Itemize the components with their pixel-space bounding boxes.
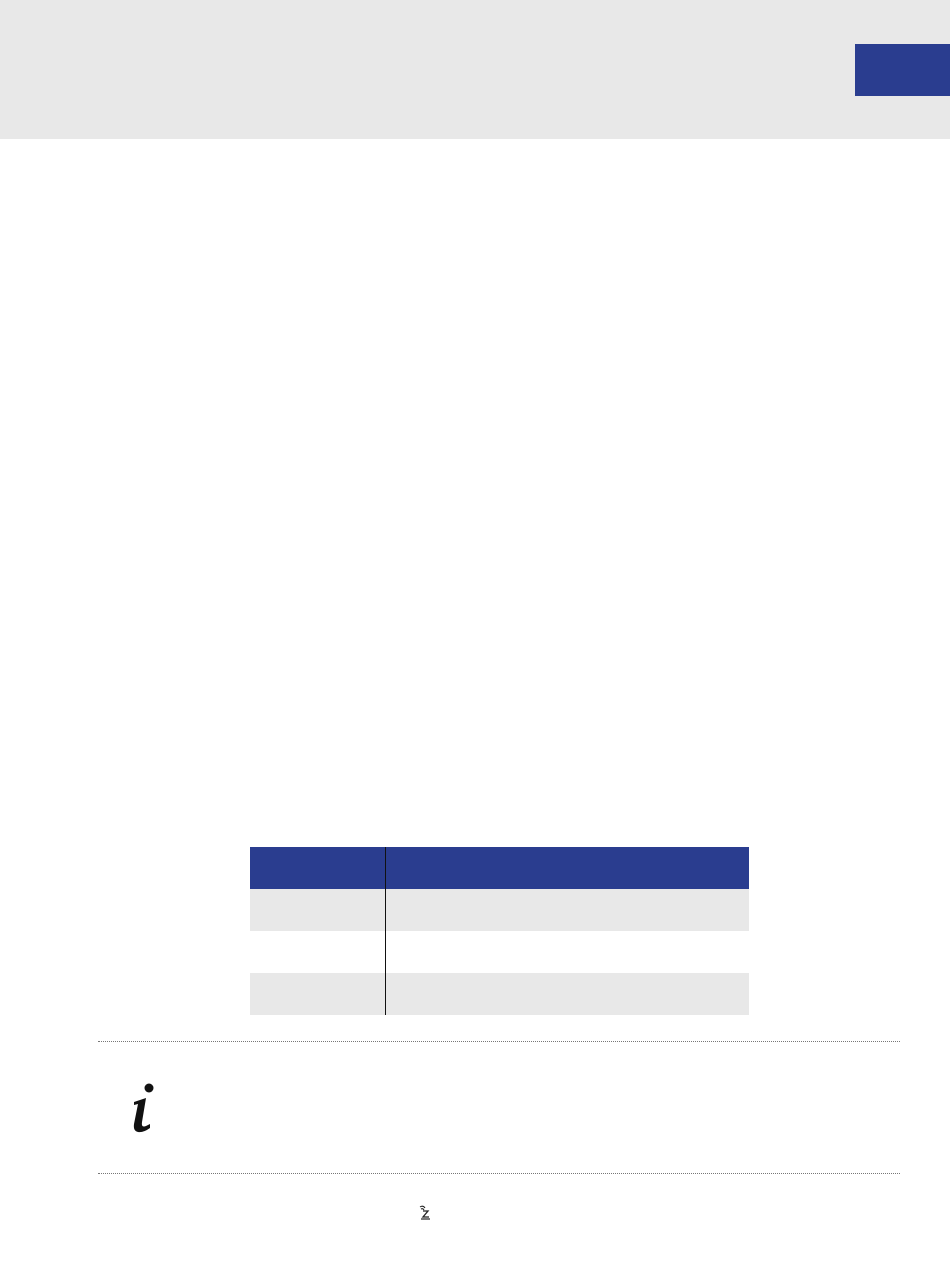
page-header-band — [0, 0, 950, 139]
table-row — [250, 931, 749, 973]
data-table — [250, 847, 749, 1015]
note-divider-bottom — [98, 1173, 900, 1174]
remote-signal-icon — [419, 1205, 430, 1220]
note-divider-top — [98, 1041, 900, 1042]
table-row — [250, 889, 749, 931]
column-divider — [385, 847, 386, 1015]
table-header-row — [250, 847, 749, 889]
info-icon — [133, 1083, 154, 1133]
chapter-tab — [855, 44, 950, 96]
table-row — [250, 973, 749, 1015]
